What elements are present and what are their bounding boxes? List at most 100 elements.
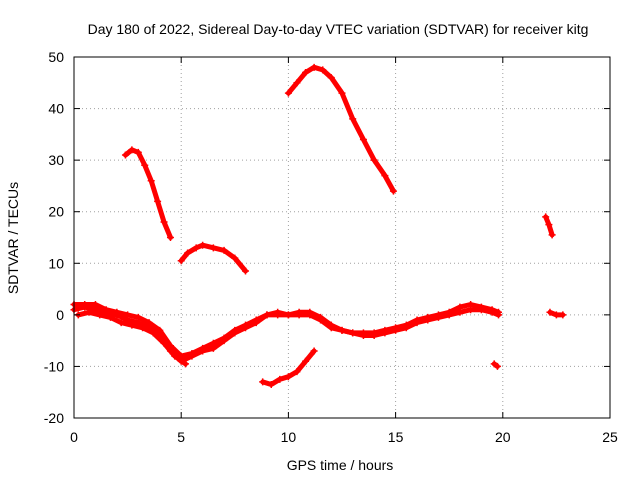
data-point (192, 244, 200, 252)
data-point (445, 308, 453, 316)
data-point (209, 339, 217, 347)
data-point (149, 329, 157, 337)
data-point (231, 326, 239, 334)
data-point (319, 66, 327, 74)
data-point (220, 246, 228, 254)
series-band-3 (74, 308, 189, 368)
data-point (121, 151, 129, 159)
data-point (327, 74, 335, 82)
data-point (424, 313, 432, 321)
data-point (134, 313, 142, 321)
data-point (128, 146, 136, 154)
data-point (402, 321, 410, 329)
x-tick-label: 15 (388, 429, 404, 445)
grid (74, 57, 610, 418)
series-line (71, 302, 501, 359)
y-tick-label: 10 (48, 255, 64, 271)
x-tick-label: 20 (495, 429, 511, 445)
data-point (542, 213, 550, 221)
data-point (274, 308, 282, 316)
tick-labels: 0 5 10 15 20 25 -20 -10 0 10 20 30 40 50 (44, 49, 618, 445)
data-point (295, 308, 303, 316)
plot-frame (73, 56, 611, 419)
data-point (259, 378, 267, 386)
y-tick-label: 20 (48, 204, 64, 220)
data-point (359, 136, 367, 144)
data-point (349, 329, 357, 337)
data-point (117, 319, 125, 327)
data-point (293, 368, 301, 376)
data-point (102, 306, 110, 314)
data-point (546, 308, 554, 316)
y-tick-label: 50 (48, 49, 64, 65)
data-point (181, 360, 189, 368)
data-point (493, 362, 501, 370)
y-tick-label: 30 (48, 152, 64, 168)
x-tick-label: 0 (70, 429, 78, 445)
series-arc-1 (121, 146, 174, 241)
x-axis-label: GPS time / hours (287, 457, 394, 473)
data-point (559, 311, 567, 319)
x-tick-label: 5 (177, 429, 185, 445)
series-arc-3 (284, 63, 397, 195)
data-point (91, 301, 99, 309)
data-point (302, 68, 310, 76)
data-point (242, 267, 250, 275)
data-point (349, 115, 357, 123)
data-point (184, 249, 192, 257)
series-arc-5 (542, 213, 556, 239)
data-point (128, 321, 136, 329)
data-point (147, 177, 155, 185)
data-point (263, 311, 271, 319)
data-point (199, 241, 207, 249)
series-line (178, 242, 248, 274)
data-point (317, 313, 325, 321)
data-point (188, 350, 196, 358)
data-point (456, 303, 464, 311)
series-band-2 (70, 301, 503, 360)
data-point (231, 254, 239, 262)
data-point (306, 308, 314, 316)
data-point (160, 339, 168, 347)
x-tick-label: 10 (281, 429, 297, 445)
data-point (171, 352, 179, 360)
data-point (85, 308, 93, 316)
data-point (327, 321, 335, 329)
series-arc-6 (490, 360, 501, 370)
data-point (293, 79, 301, 87)
data-point (381, 172, 389, 180)
data-point (310, 347, 318, 355)
data-point (141, 161, 149, 169)
chart-title: Day 180 of 2022, Sidereal Day-to-day VTE… (88, 21, 589, 37)
data-point (302, 357, 310, 365)
data-point (160, 218, 168, 226)
data-point (81, 301, 89, 309)
data-point (310, 63, 318, 71)
data-point (242, 321, 250, 329)
data-point (113, 308, 121, 316)
data-point (477, 303, 485, 311)
data-point (252, 316, 260, 324)
data-point (413, 316, 421, 324)
y-axis-label: SDTVAR / TECUs (5, 182, 21, 294)
series-arc-4 (259, 347, 318, 388)
data-point (106, 313, 114, 321)
data-point (96, 311, 104, 319)
data-point (467, 301, 475, 309)
data-point (156, 326, 164, 334)
data-series (70, 63, 567, 388)
data-point (338, 326, 346, 334)
data-point (139, 324, 147, 332)
series-line (285, 64, 396, 194)
data-point (552, 311, 560, 319)
data-point (284, 311, 292, 319)
data-point (209, 244, 217, 252)
data-point (134, 148, 142, 156)
data-point (434, 311, 442, 319)
data-point (545, 221, 553, 229)
data-point (392, 324, 400, 332)
data-point (359, 329, 367, 337)
data-point (389, 187, 397, 195)
data-point (370, 329, 378, 337)
